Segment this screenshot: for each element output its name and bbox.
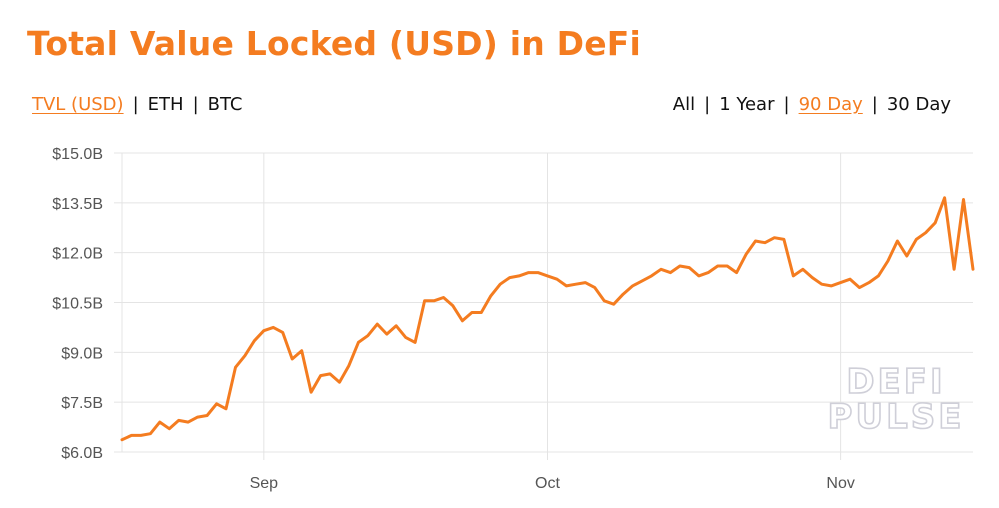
separator: | xyxy=(704,94,711,115)
tab-eth[interactable]: ETH xyxy=(147,94,184,115)
y-tick-label: $15.0B xyxy=(52,146,103,163)
range-30-day[interactable]: 30 Day xyxy=(886,94,951,115)
range-all[interactable]: All xyxy=(672,94,696,115)
defi-pulse-watermark: DEFI PULSE xyxy=(827,361,965,438)
watermark-line-2: PULSE xyxy=(828,397,965,437)
series-layer xyxy=(120,196,975,442)
tab-tvl-usd[interactable]: TVL (USD) xyxy=(32,94,124,115)
y-tick-label: $10.5B xyxy=(52,296,103,313)
chart-grid xyxy=(121,152,973,460)
metric-selector: TVL (USD) | ETH | BTC xyxy=(32,92,243,118)
x-tick-label: Sep xyxy=(250,475,279,492)
tab-btc[interactable]: BTC xyxy=(207,94,243,115)
page-title: Total Value Locked (USD) in DeFi xyxy=(27,24,642,63)
y-tick-label: $7.5B xyxy=(61,395,103,412)
watermark-line-1: DEFI xyxy=(846,362,945,402)
separator: | xyxy=(192,94,199,115)
tvl-series-line xyxy=(120,196,975,442)
separator: | xyxy=(783,94,790,115)
range-1-year[interactable]: 1 Year xyxy=(719,94,775,115)
separator: | xyxy=(132,94,139,115)
x-axis: Sep Oct Nov xyxy=(250,475,855,492)
y-tick-label: $12.0B xyxy=(52,246,103,263)
x-tick-label: Oct xyxy=(535,475,560,492)
y-tick-label: $6.0B xyxy=(61,445,103,462)
y-tick-label: $9.0B xyxy=(61,345,103,362)
y-axis: $6.0B $7.5B $9.0B $10.5B $12.0B $13.5B $15.0B xyxy=(52,146,122,462)
y-tick-label: $13.5B xyxy=(52,196,103,213)
range-selector: All | 1 Year | 90 Day | 30 Day xyxy=(673,92,951,118)
x-tick-label: Nov xyxy=(826,475,854,492)
separator: | xyxy=(871,94,878,115)
range-90-day[interactable]: 90 Day xyxy=(798,94,863,115)
